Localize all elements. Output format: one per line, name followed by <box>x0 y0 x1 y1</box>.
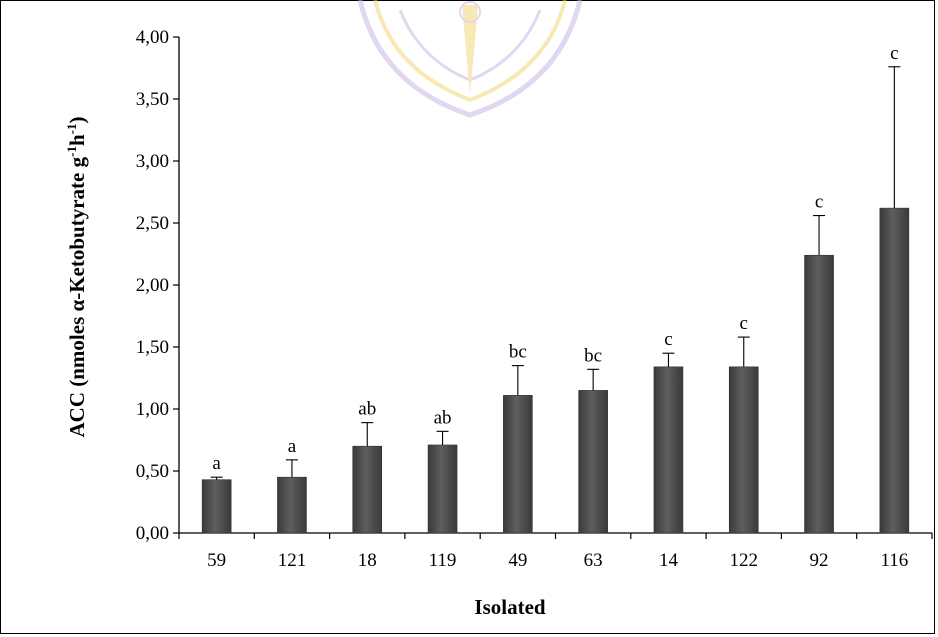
y-tick-label: 0,00 <box>136 523 169 544</box>
x-tick-label: 116 <box>880 550 908 571</box>
significance-label: bc <box>509 342 527 363</box>
bar <box>201 479 232 534</box>
y-tick-label: 0,50 <box>136 461 169 482</box>
significance-label: ab <box>434 407 452 428</box>
bar <box>427 444 458 534</box>
y-axis-title-prefix: ACC (nmoles α-Ketobutyrate g <box>65 156 89 437</box>
bar <box>728 366 759 534</box>
bar <box>879 207 910 534</box>
bar <box>352 445 383 534</box>
significance-label: a <box>212 453 221 474</box>
y-tick-label: 1,00 <box>136 399 169 420</box>
y-axis-title-suffix: ) <box>65 117 89 124</box>
significance-label: c <box>664 329 672 350</box>
bar <box>277 476 307 534</box>
significance-label: c <box>890 43 898 64</box>
bar <box>804 254 834 534</box>
x-tick-label: 49 <box>508 550 527 571</box>
y-axis-title: ACC (nmoles α-Ketobutyrate g-1h-1) <box>64 117 89 438</box>
y-axis-title-sup1: -1 <box>64 146 79 157</box>
x-tick-label: 122 <box>730 550 759 571</box>
y-axis-title-sup2: -1 <box>64 124 79 135</box>
x-tick-label: 119 <box>429 550 457 571</box>
bar <box>653 366 684 534</box>
bar <box>503 395 533 534</box>
y-tick-label: 3,00 <box>136 151 169 172</box>
plot-area: 0,00 0,50 1,00 1,50 2,00 2,50 3,00 3,50 4,00 a 59 a… <box>136 27 933 571</box>
significance-label: ab <box>358 399 376 420</box>
x-axis-title: Isolated <box>474 595 545 619</box>
significance-label: a <box>288 436 297 457</box>
x-tick-label: 18 <box>358 550 377 571</box>
x-tick-label: 121 <box>278 550 307 571</box>
bar <box>578 390 608 534</box>
y-axis-title-mid: h <box>65 134 89 146</box>
y-tick-label: 2,00 <box>136 275 169 296</box>
significance-label: c <box>815 192 823 213</box>
significance-label: bc <box>584 345 602 366</box>
significance-label: c <box>740 313 748 334</box>
x-tick-label: 63 <box>584 550 603 571</box>
x-tick-label: 92 <box>810 550 829 571</box>
y-tick-label: 4,00 <box>136 27 169 48</box>
watermark-seal <box>357 0 583 118</box>
x-tick-label: 14 <box>659 550 679 571</box>
y-tick-label: 1,50 <box>136 337 169 358</box>
y-tick-label: 2,50 <box>136 213 169 234</box>
y-tick-label: 3,50 <box>136 89 169 110</box>
x-tick-label: 59 <box>207 550 226 571</box>
